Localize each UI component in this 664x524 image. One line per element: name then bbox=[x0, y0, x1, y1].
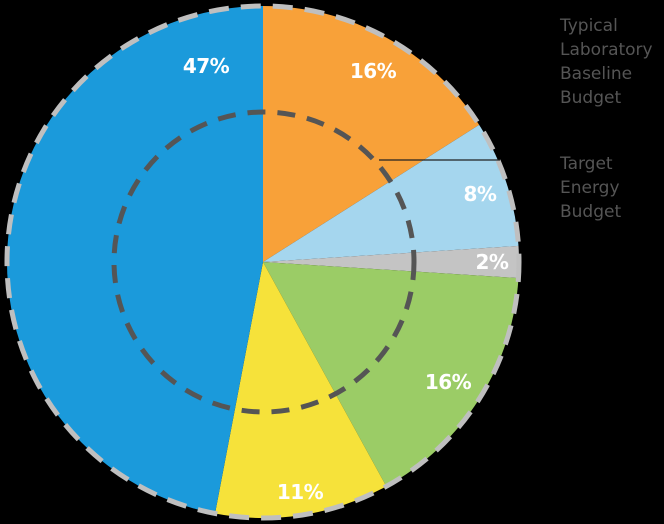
pie-slices bbox=[7, 6, 519, 518]
slice-label-47: 47% bbox=[182, 54, 230, 78]
slice-label-2: 2% bbox=[475, 250, 509, 274]
legend-target-line: Budget bbox=[560, 202, 622, 222]
target-budget-ring bbox=[111, 109, 417, 415]
legend-target-line: Energy bbox=[560, 178, 620, 198]
slice-label-11: 11% bbox=[276, 480, 324, 504]
pie-slice bbox=[263, 124, 519, 262]
pie-slice bbox=[7, 6, 264, 514]
legend-target: Target Energy Budget bbox=[560, 152, 621, 224]
pie-slice bbox=[215, 262, 387, 518]
pie-slice bbox=[263, 6, 480, 262]
legend-baseline-line: Budget bbox=[560, 88, 622, 108]
legend-target-line: Target bbox=[560, 154, 613, 174]
pie-slice bbox=[263, 245, 519, 279]
pie-slice bbox=[263, 262, 519, 487]
slice-label-8: 8% bbox=[463, 182, 497, 206]
legend-baseline: Typical Laboratory Baseline Budget bbox=[560, 14, 653, 110]
legend-baseline-line: Laboratory bbox=[560, 40, 653, 60]
legend-baseline-line: Typical bbox=[560, 16, 618, 36]
slice-label-16-green: 16% bbox=[424, 370, 472, 394]
baseline-budget-ring bbox=[4, 3, 522, 521]
slice-label-16-orange: 16% bbox=[349, 59, 397, 83]
legend-baseline-line: Baseline bbox=[560, 64, 633, 84]
